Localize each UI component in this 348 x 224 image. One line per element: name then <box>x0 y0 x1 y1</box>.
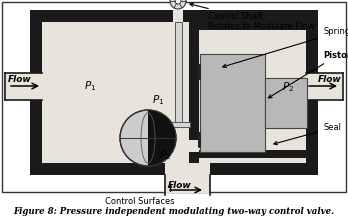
Text: $P_2$: $P_2$ <box>282 80 294 94</box>
FancyBboxPatch shape <box>265 78 307 128</box>
Text: Piston: Piston <box>268 50 348 98</box>
FancyBboxPatch shape <box>173 10 183 22</box>
Circle shape <box>175 0 181 4</box>
FancyBboxPatch shape <box>30 100 42 163</box>
Circle shape <box>120 110 176 166</box>
Text: Figure 8: Pressure independent modulating two-way control valve.: Figure 8: Pressure independent modulatin… <box>14 207 334 217</box>
FancyBboxPatch shape <box>30 10 318 175</box>
FancyBboxPatch shape <box>165 163 210 193</box>
Text: $P_1$: $P_1$ <box>152 93 164 107</box>
Polygon shape <box>148 110 176 166</box>
Text: Control Shaft
Rotates to Modulate Flow: Control Shaft Rotates to Modulate Flow <box>190 3 315 31</box>
FancyBboxPatch shape <box>189 22 199 140</box>
FancyBboxPatch shape <box>30 22 42 73</box>
Text: Flow: Flow <box>318 75 342 84</box>
FancyBboxPatch shape <box>199 150 306 158</box>
FancyBboxPatch shape <box>306 100 318 163</box>
FancyBboxPatch shape <box>189 152 199 163</box>
Text: Seal: Seal <box>274 123 341 145</box>
Text: Flow: Flow <box>168 181 192 190</box>
Text: Springs: Springs <box>223 28 348 67</box>
Text: Control Surfaces: Control Surfaces <box>105 184 175 206</box>
FancyBboxPatch shape <box>2 2 346 192</box>
Text: $P_2$: $P_2$ <box>159 148 171 162</box>
FancyBboxPatch shape <box>200 54 265 152</box>
Circle shape <box>170 0 186 9</box>
FancyBboxPatch shape <box>306 22 318 73</box>
Text: $P_1$: $P_1$ <box>84 79 96 93</box>
FancyBboxPatch shape <box>42 22 306 163</box>
FancyBboxPatch shape <box>166 122 190 127</box>
FancyBboxPatch shape <box>174 22 182 127</box>
FancyBboxPatch shape <box>306 73 343 100</box>
Text: Flow: Flow <box>8 75 32 84</box>
FancyBboxPatch shape <box>5 73 42 100</box>
FancyBboxPatch shape <box>199 22 306 30</box>
